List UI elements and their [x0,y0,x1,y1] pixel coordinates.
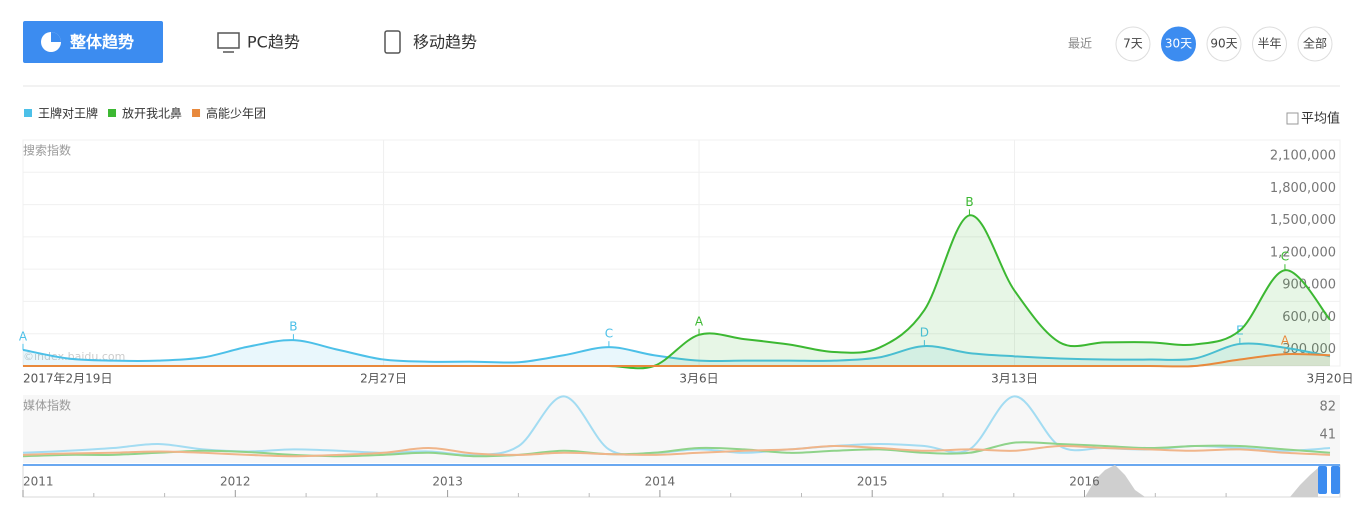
point-label: C [1281,250,1289,264]
chart-title: 搜索指数 [23,143,71,158]
series-area [23,340,1330,366]
series-line [23,352,1331,368]
average-checkbox[interactable] [1286,112,1299,125]
series-line [22,339,1331,364]
y-tick-label: 1,500,000 [1270,213,1336,228]
point-label: A [1281,334,1290,348]
tab-overall[interactable] [23,21,163,63]
series-line [22,441,1331,458]
point-label: B [289,320,297,334]
point-label: A [19,329,28,343]
range-prefix: 最近 [1068,37,1092,51]
legend-swatch [108,109,117,117]
range-button[interactable] [1206,26,1242,62]
search-panel [22,139,1341,367]
timeline-label: 2014 [645,475,676,489]
point-label: B [965,195,973,209]
series-area [23,215,1330,369]
range-label[interactable]: 90天 [1210,37,1237,51]
timeline-handle[interactable] [1318,466,1327,494]
timeline-label: 2012 [220,475,251,489]
y-tick-label: 41 [1319,428,1336,443]
x-tick-label: 3月13日 [991,372,1038,386]
range-label[interactable]: 7天 [1123,37,1143,51]
tab-label[interactable]: 移动趋势 [413,33,477,52]
timeline-label: 2015 [857,475,888,489]
tab-label[interactable]: 整体趋势 [69,33,134,52]
chart-title: 媒体指数 [23,398,71,413]
legend-label: 放开我北鼻 [122,106,182,121]
point-label: A [695,314,704,328]
timeline-overview [1085,465,1318,497]
y-tick-label: 900,000 [1282,278,1336,293]
timeline-handle[interactable] [1331,466,1340,494]
timeline-label: 2016 [1069,475,1100,489]
legend-label: 高能少年团 [206,106,266,121]
range-button[interactable] [1297,26,1333,62]
y-tick-label: 82 [1319,400,1336,415]
average-label[interactable]: 平均值 [1301,111,1340,127]
legend-swatch [24,109,32,117]
range-button[interactable] [1161,26,1196,62]
mobile-icon [384,30,401,54]
timeline-label: 2013 [432,475,463,489]
range-button[interactable] [1252,26,1287,62]
legend-label: 王牌对王牌 [38,107,98,121]
y-tick-label: 600,000 [1282,310,1336,325]
range-label[interactable]: 全部 [1303,36,1327,51]
pie-icon-slice [51,32,61,42]
x-tick-label: 2017年2月19日 [23,372,112,386]
y-tick-label: 1,800,000 [1270,181,1336,196]
x-tick-label: 3月20日 [1307,372,1354,386]
timeline-label: 2011 [23,475,54,489]
y-tick-label: 1,200,000 [1270,245,1336,260]
point-label: C [605,327,613,341]
x-tick-label: 3月6日 [679,372,718,386]
series-line [22,444,1331,458]
tab-label[interactable]: PC趋势 [247,33,300,52]
y-tick-label: 2,100,000 [1270,149,1336,164]
legend-swatch [192,109,201,117]
range-label[interactable]: 30天 [1165,37,1192,51]
x-tick-label: 2月27日 [360,372,407,386]
range-label[interactable]: 半年 [1257,37,1281,51]
pc-icon [217,32,240,49]
point-label: D [920,326,929,340]
range-button[interactable] [1115,26,1151,62]
